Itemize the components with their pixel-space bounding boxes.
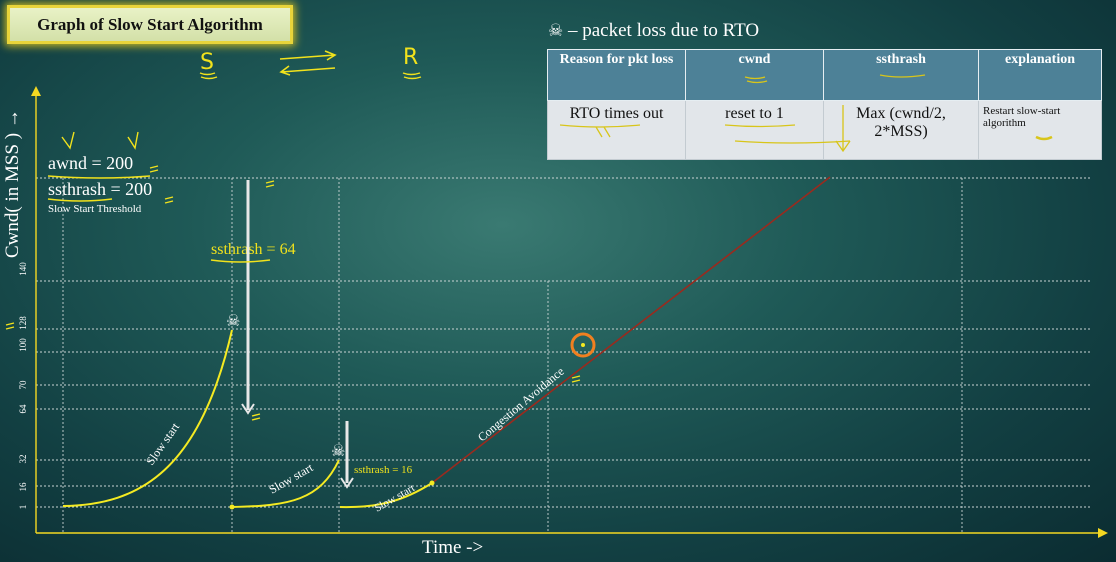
y-axis-arrowhead	[31, 86, 41, 96]
highlight-circle	[570, 332, 596, 358]
legend: ☠ – packet loss due to RTO	[548, 20, 759, 42]
ssthrash-note: Slow Start Threshold	[48, 203, 142, 215]
dashes-4	[251, 413, 261, 421]
x-axis-arrowhead	[1098, 528, 1108, 538]
table-cell-explanation: Restart slow-start algorithm	[978, 100, 1102, 160]
skull-marker-1: ☠	[226, 311, 240, 330]
slow-start-curve-1	[62, 329, 233, 507]
underline-awnd	[47, 175, 151, 179]
ssthrash-16-label: ssthrash = 16	[354, 464, 413, 476]
drop-arrow-1-head	[241, 403, 255, 415]
skull-crossbones-icon: ☠	[548, 21, 564, 41]
slow-start-label-3: Slow start	[373, 482, 417, 515]
table-header-cwnd: cwnd	[685, 49, 824, 101]
table-header-ssthrash: ssthrash	[823, 49, 979, 101]
underline-64	[210, 259, 271, 263]
table-cell-cwnd: reset to 1	[685, 100, 824, 160]
dashes-2	[164, 196, 174, 204]
drop-arrow-2-head	[340, 477, 354, 489]
underline-scribbles	[199, 72, 422, 80]
legend-text: – packet loss due to RTO	[568, 20, 760, 41]
slow-start-label-2: Slow start	[267, 460, 316, 497]
table-scribbles	[560, 74, 1053, 153]
x-axis-label: Time ->	[422, 537, 484, 558]
dashes-6	[5, 322, 15, 330]
ssthrash-64-label: ssthrash = 64	[211, 241, 296, 258]
sender-annotation: S	[200, 50, 214, 75]
slow-start-label-1: Slow start	[143, 420, 183, 468]
ssthrash-label: ssthrash = 200	[48, 179, 153, 199]
tick-mark-awnd	[61, 131, 75, 150]
receiver-annotation: R	[403, 45, 419, 70]
bidirectional-arrow	[279, 50, 337, 76]
skull-marker-2: ☠	[331, 441, 345, 460]
table-cell-ssthrash: Max (cwnd/2, 2*MSS)	[823, 100, 979, 160]
packet-loss-table: Reason for pkt loss cwnd ssthrash explan…	[547, 49, 1102, 160]
dashes-1	[149, 165, 159, 173]
dashes-5	[571, 375, 581, 383]
dashes-3	[265, 180, 275, 188]
congestion-avoidance-line	[431, 176, 831, 484]
congestion-avoidance-label: Congestion Avoidance	[475, 364, 567, 444]
tick-mark-ssthrash	[127, 131, 139, 150]
graph-title: Graph of Slow Start Algorithm	[7, 5, 293, 44]
underline-ssthrash	[47, 198, 113, 202]
highlight-dot	[581, 343, 585, 347]
table-header-explanation: explanation	[978, 49, 1102, 101]
slow-start-curve-3	[339, 482, 433, 509]
slow-start-curve-2	[231, 459, 340, 508]
awnd-label: awnd = 200	[48, 153, 134, 173]
loss-point-1	[229, 504, 235, 510]
loss-point-2	[429, 480, 435, 486]
